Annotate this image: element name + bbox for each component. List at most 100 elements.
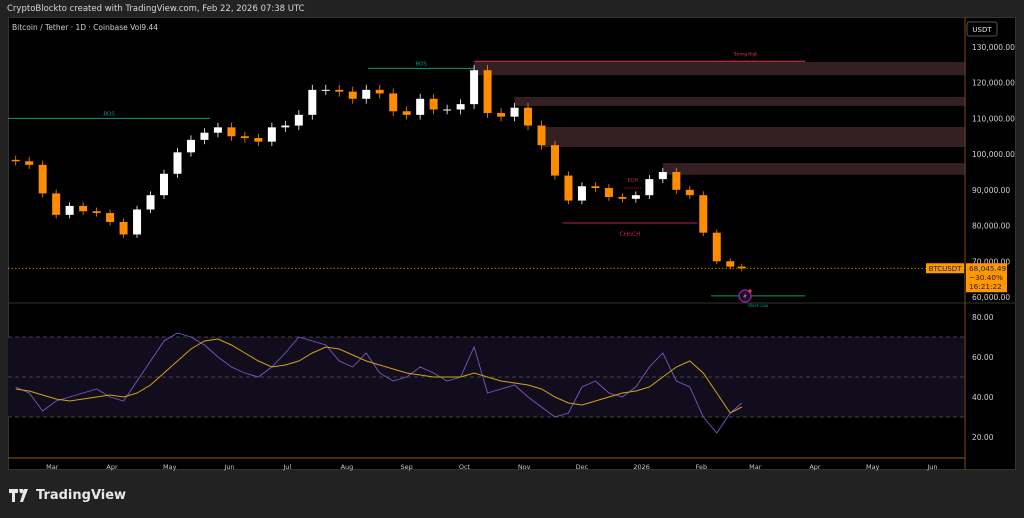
strong_high-label: Strong High [734,51,758,56]
brand-name: TradingView [36,488,127,503]
candle [11,159,20,162]
candle [618,196,627,199]
candle [133,209,142,235]
bos-label: BOS [415,61,427,67]
candle [52,193,61,215]
candle [160,173,169,196]
time-tick: Mar [749,463,762,471]
chart-credit: CryptoBlockto created with TradingView.c… [7,4,305,14]
symbol-tag [926,263,964,274]
time-tick: 2026 [633,463,650,471]
candle [497,113,506,117]
bos-label: BOS [103,111,115,117]
time-tick: Apr [106,463,118,471]
candle [429,98,438,110]
candle [672,171,681,190]
candle [348,91,357,99]
candle [645,179,654,196]
candle [119,221,128,235]
alert-dot [748,289,752,293]
candle [213,127,222,133]
rsi-tick: 20.00 [972,433,994,442]
candle [65,205,74,215]
rsi-ma-line [15,338,743,414]
time-tick: Sep [401,463,413,471]
candle [281,125,290,128]
lightning-glyph [743,292,747,300]
currency-label[interactable]: USDT [972,26,992,34]
time-tick: Jun [926,463,937,471]
candle [537,125,546,146]
candle [564,175,573,201]
candle [25,161,34,165]
weak_low-label: Weak Low [748,303,769,308]
time-tick: Nov [518,463,531,471]
bar-countdown: 16:21:22 [969,282,1002,291]
candle [631,195,640,199]
candle [456,104,465,110]
order-block-zone-0 [474,61,965,76]
last-price: 68,045.49 [969,264,1006,273]
candle [416,98,425,115]
candle [443,109,452,111]
candle [79,205,88,212]
candle [38,164,47,194]
candle [470,70,479,105]
candle [186,139,195,153]
candle [200,132,209,140]
time-tick: Jun [223,463,234,471]
order-block-zone-3 [662,163,965,175]
price-tick: 110,000.00 [972,114,1015,123]
candle [658,171,667,180]
price-label-box [966,263,1007,293]
candle [321,89,330,91]
symbol-legend: Bitcoin / Tether · 1D · Coinbase Vol9.44 [12,23,159,32]
order-block-zone-2 [541,126,965,147]
candle [699,195,708,233]
candle [577,186,586,201]
time-tick: Dec [576,463,589,471]
price-change: −30.40% [969,273,1003,282]
candle [267,127,276,142]
price-tick: 100,000.00 [972,150,1015,159]
time-tick: May [163,463,177,471]
candle [726,261,735,267]
order-block-zone-1 [514,96,965,106]
candle [550,145,559,176]
tradingview-logo: TradingView [9,488,126,503]
rsi-tick: 60.00 [972,353,994,362]
time-tick: Oct [459,463,471,471]
time-tick: Apr [809,463,821,471]
price-tick: 130,000.00 [972,43,1015,52]
candle [92,211,101,214]
candle [591,186,600,189]
price-tick: 80,000.00 [972,222,1010,231]
candle [146,195,155,210]
candle [362,89,371,99]
candle [294,114,303,126]
candle [737,266,746,269]
candle [510,107,519,117]
choch-label: CHoCH [620,231,641,238]
candle [524,107,533,126]
time-tick: Jul [282,463,291,471]
candle [712,232,721,262]
time-tick: Mar [46,463,59,471]
candle [173,152,182,174]
price-tick: 120,000.00 [972,79,1015,88]
candle [483,70,492,114]
eqh-label: EQH [628,178,639,184]
symbol-tag-text: BTCUSDT [929,265,963,273]
price-tick: 90,000.00 [972,186,1010,195]
time-tick: May [866,463,880,471]
candle [240,136,249,139]
candle [389,93,398,112]
candle [685,189,694,196]
currency-button[interactable] [966,21,998,37]
candle [254,138,263,142]
rsi-line [15,332,743,434]
time-tick: Aug [341,463,354,471]
candle [308,89,317,115]
price-tick: 60,000.00 [972,293,1010,302]
